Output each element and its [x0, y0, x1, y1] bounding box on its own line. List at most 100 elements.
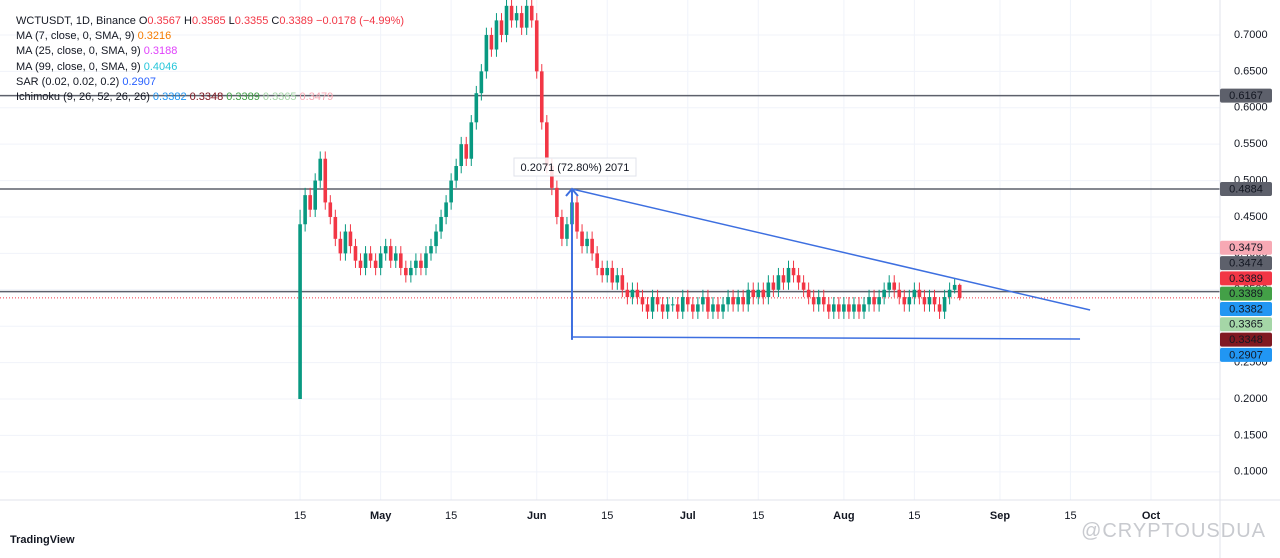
- candle-body: [711, 304, 715, 312]
- y-tick-label: 0.6000: [1234, 102, 1268, 114]
- candle-body: [640, 297, 645, 305]
- candle-body: [862, 304, 866, 312]
- price-label: 0.3479: [1229, 242, 1263, 254]
- candle-body: [620, 275, 625, 290]
- candle-body: [550, 166, 554, 188]
- candle-body: [393, 253, 398, 261]
- candle-body: [751, 289, 756, 298]
- change: −0.0178 (−4.99%): [316, 15, 405, 27]
- indicator-value: 0.3188: [143, 45, 178, 58]
- candle-body: [877, 297, 881, 305]
- price-label-bg: [1220, 240, 1272, 255]
- candle-body: [434, 231, 438, 247]
- symbol: WCTUSDT, 1D, Binance: [16, 15, 136, 27]
- candle-body: [857, 304, 861, 312]
- x-tick-label: Jul: [680, 510, 696, 522]
- candle-body: [590, 238, 594, 254]
- y-tick-label: 0.1000: [1234, 466, 1268, 478]
- candle-body: [444, 202, 448, 217]
- candle-body: [615, 275, 620, 283]
- x-tick-label: 15: [1064, 510, 1076, 522]
- candle-body: [534, 20, 539, 72]
- candle-body: [655, 297, 660, 305]
- candle-body: [701, 297, 705, 305]
- ohlc-prefix: O: [138, 15, 148, 27]
- candle-body: [821, 297, 826, 305]
- candle-body: [630, 289, 635, 298]
- candle-body: [303, 195, 307, 225]
- candle-body: [298, 224, 302, 400]
- candle-body: [398, 253, 403, 268]
- candle-body: [741, 297, 745, 305]
- measure-label: 0.2071 (72.80%) 2071: [521, 162, 630, 174]
- candle-body: [484, 34, 489, 72]
- candle-body: [494, 20, 499, 50]
- plot-area: 0.2071 (72.80%) 2071: [0, 0, 1220, 400]
- candle-body: [806, 289, 811, 298]
- candle-body: [373, 260, 378, 268]
- indicator-value: 0.3389: [226, 91, 260, 104]
- candle-body: [353, 246, 358, 261]
- trendline: [571, 188, 1091, 311]
- candle-body: [318, 158, 323, 181]
- price-label-bg: [1220, 317, 1272, 332]
- candle-body: [842, 304, 846, 312]
- price-label-bg: [1220, 347, 1272, 362]
- x-tick-label: Sep: [990, 510, 1010, 522]
- candle-body: [892, 282, 897, 290]
- indicator-name: Ichimoku (9, 26, 52, 26, 26): [16, 91, 150, 104]
- price-label: 0.3389: [1229, 273, 1263, 285]
- candle-body: [670, 304, 675, 306]
- candle-body: [419, 260, 423, 268]
- candle-body: [816, 297, 821, 305]
- candle-body: [781, 275, 786, 283]
- candle-body: [776, 275, 781, 290]
- candle-body: [957, 284, 962, 298]
- candle-body: [917, 289, 922, 298]
- candle-body: [404, 267, 408, 276]
- indicator-row: SAR (0.02, 0.02, 0.2) 0.2907: [16, 75, 407, 90]
- measure-arrow: [565, 187, 579, 197]
- candle-body: [378, 253, 383, 268]
- x-tick-label: 15: [601, 510, 613, 522]
- indicator-name: SAR (0.02, 0.02, 0.2): [16, 75, 120, 88]
- candle-body: [585, 238, 589, 247]
- ohlc-prefix: H: [184, 15, 192, 27]
- candle-body: [685, 297, 690, 305]
- x-tick-label: 15: [294, 510, 306, 522]
- candle-body: [519, 13, 524, 28]
- candle-body: [665, 304, 670, 312]
- candle-body: [650, 297, 655, 312]
- candle-body: [691, 304, 695, 312]
- candle-body: [414, 260, 418, 268]
- candle-body: [675, 304, 680, 312]
- candle-body: [887, 282, 891, 290]
- candle-body: [308, 195, 312, 210]
- candle-body: [358, 260, 363, 268]
- price-label-bg: [1220, 301, 1272, 316]
- candle-body: [605, 267, 610, 276]
- candle-body: [348, 231, 353, 247]
- candle-body: [464, 144, 469, 159]
- indicator-value: 0.3479: [299, 91, 334, 104]
- candle-body: [635, 289, 640, 298]
- indicator-value: 0.2907: [122, 75, 156, 88]
- candle-body: [529, 5, 534, 21]
- candle-body: [454, 166, 458, 181]
- y-tick-label: 0.2000: [1234, 393, 1268, 405]
- price-label: 0.3382: [1229, 303, 1263, 315]
- candle-body: [383, 246, 388, 254]
- price-label-bg: [1220, 271, 1272, 286]
- candle-body: [555, 187, 559, 217]
- candle-body: [449, 180, 453, 203]
- candle-body: [514, 13, 519, 21]
- candle-body: [489, 34, 494, 50]
- candle-body: [811, 297, 816, 305]
- candle-body: [338, 238, 343, 254]
- legend: WCTUSDT, 1D, Binance O0.3567 H0.3585 L0.335…: [16, 14, 407, 105]
- candle-body: [459, 144, 464, 167]
- x-tick-label: 15: [752, 510, 764, 522]
- candle-body: [801, 282, 806, 290]
- indicator-name: MA (99, close, 0, SMA, 9): [16, 60, 141, 73]
- measure-box: [513, 157, 637, 177]
